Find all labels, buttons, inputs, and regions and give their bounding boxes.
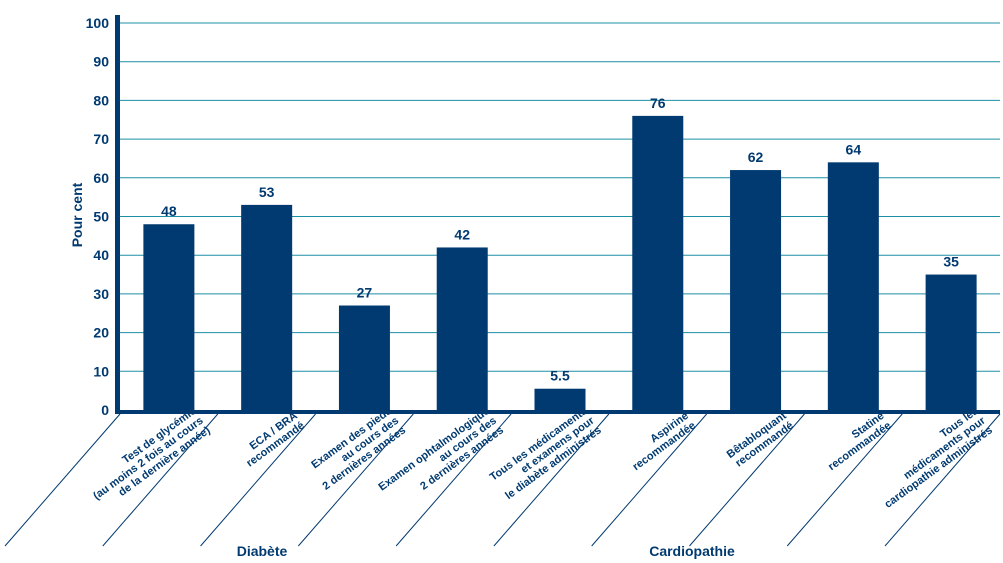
bar-value-label: 35 xyxy=(943,254,959,270)
bar xyxy=(241,204,293,410)
y-tick-label: 50 xyxy=(93,209,109,225)
category-separator xyxy=(689,413,805,547)
y-tick-label: 0 xyxy=(101,402,109,418)
y-tick-label: 20 xyxy=(93,325,109,341)
group-label: Cardiopathie xyxy=(649,543,735,559)
bar xyxy=(534,388,586,410)
y-tick-labels: 0 10 20 30 40 50 60 70 80 90 100 xyxy=(86,15,110,418)
category-separator xyxy=(395,413,512,547)
value-labels: 48 53 27 42 5.5 76 62 64 35 xyxy=(161,95,959,384)
bar xyxy=(143,224,195,410)
category-label: Tous lesmédicaments pourcardiopathie adm… xyxy=(868,405,995,511)
bar-value-label: 42 xyxy=(454,226,470,242)
bar xyxy=(925,274,977,410)
group-labels: Diabète Cardiopathie xyxy=(237,543,735,559)
bar xyxy=(730,170,782,410)
category-separator xyxy=(493,413,610,547)
bar xyxy=(436,247,488,410)
category-label: Statinerecommandée xyxy=(819,410,893,473)
y-tick-label: 90 xyxy=(93,54,109,70)
bars xyxy=(143,115,977,410)
category-separator xyxy=(884,413,1001,547)
y-tick-label: 30 xyxy=(93,286,109,302)
x-axis-line xyxy=(115,410,1000,414)
y-tick-label: 40 xyxy=(93,247,109,263)
category-labels: Test de glycémie(au moins 2 fois au cour… xyxy=(84,405,995,512)
y-axis-line xyxy=(115,15,120,414)
axes xyxy=(4,15,1001,547)
bar xyxy=(632,115,684,410)
bar-value-label: 53 xyxy=(259,184,275,200)
category-label: Tous les médicamentset examens pourle di… xyxy=(488,405,605,503)
category-separator xyxy=(591,413,708,547)
bar xyxy=(338,305,390,410)
bar-value-label: 62 xyxy=(748,149,764,165)
y-tick-label: 80 xyxy=(93,92,109,108)
bar-value-label: 5.5 xyxy=(550,368,570,384)
category-separator xyxy=(200,413,316,547)
category-label: Aspirinerecommandée xyxy=(624,410,698,473)
category-separator xyxy=(4,413,121,547)
bar-value-label: 27 xyxy=(357,285,373,301)
category-separator xyxy=(786,413,903,547)
y-tick-label: 70 xyxy=(93,131,109,147)
bar-value-label: 48 xyxy=(161,203,177,219)
category-label: Bêtabloquantrecommandé xyxy=(725,410,796,471)
bar-value-label: 64 xyxy=(846,141,862,157)
group-label: Diabète xyxy=(237,543,288,559)
y-tick-label: 60 xyxy=(93,170,109,186)
category-separator xyxy=(297,413,414,547)
bar-value-label: 76 xyxy=(650,95,666,111)
category-label: ECA / BRArecommandé xyxy=(237,410,307,470)
y-tick-label: 100 xyxy=(86,15,110,31)
category-label: Test de glycémie(au moins 2 fois au cour… xyxy=(84,405,213,512)
category-separator xyxy=(102,413,219,547)
y-tick-label: 10 xyxy=(93,363,109,379)
y-axis-title: Pour cent xyxy=(69,182,85,247)
bar xyxy=(827,162,879,410)
category-label-line: cardiopathie administrés xyxy=(882,424,994,510)
